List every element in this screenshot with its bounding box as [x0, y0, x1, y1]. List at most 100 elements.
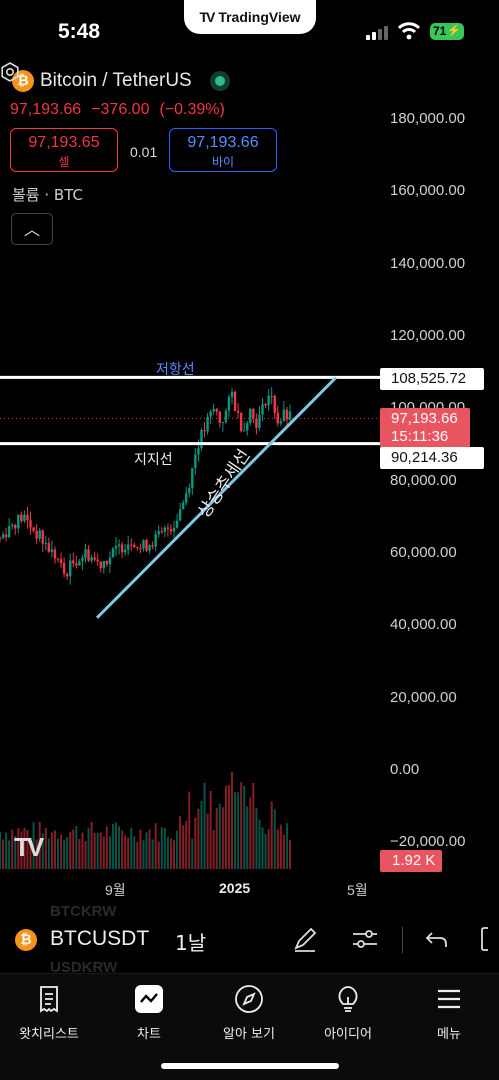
candle-body [133, 544, 136, 548]
undo-icon[interactable] [422, 924, 452, 954]
volume-bar [252, 783, 255, 869]
candle-body [239, 412, 243, 431]
volume-bar [182, 825, 185, 869]
volume-bar [261, 827, 264, 869]
buy-price: 97,193.66 [187, 134, 259, 151]
volume-bar [84, 840, 87, 869]
ghost-symbol-below: USDKRW [50, 959, 118, 976]
chart-settings-icon[interactable] [0, 62, 20, 82]
candle-body [224, 410, 228, 422]
candle-body [203, 430, 206, 432]
candle-body [282, 409, 286, 422]
candle-body [157, 531, 160, 535]
nav-explore[interactable]: 알아 보기 [204, 984, 294, 1042]
candle-body [230, 391, 234, 397]
collapse-button[interactable]: ︿ [11, 213, 53, 245]
candle-body [264, 404, 267, 406]
candle-body [273, 395, 276, 413]
volume-bar [173, 840, 175, 869]
volume-bar [267, 829, 270, 869]
nav-watchlist[interactable]: 왓치리스트 [4, 984, 94, 1042]
interval-selector[interactable]: 1날 [175, 931, 207, 955]
support-price-tag: 90,214.36 [380, 447, 484, 469]
candle-body [148, 545, 151, 551]
volume-bar [99, 832, 102, 869]
candle-body [11, 524, 14, 527]
volume-bar [14, 836, 17, 869]
candle-body [20, 514, 23, 521]
price-chart[interactable] [0, 62, 499, 907]
candle-body [32, 527, 35, 531]
volume-bar [108, 836, 111, 869]
nav-label: 왓치리스트 [19, 1027, 79, 1042]
volume-bar [23, 827, 26, 869]
tradingview-logo-icon: TV [199, 9, 215, 25]
drawing-tool-icon[interactable] [290, 924, 320, 954]
buy-button[interactable]: 97,193.66 바이 [169, 128, 277, 172]
nav-menu[interactable]: 메뉴 [404, 984, 494, 1042]
x-axis-label: 9월 [105, 882, 126, 898]
candle-body [209, 411, 212, 417]
volume-bar [26, 830, 29, 869]
volume-bar [179, 816, 182, 869]
candle-body [252, 408, 255, 419]
volume-bar [285, 823, 288, 869]
symbol-selector[interactable]: BTCUSDT [50, 927, 150, 950]
volume-bar [60, 834, 63, 869]
indicators-icon[interactable] [350, 924, 380, 954]
candle-body [62, 562, 66, 574]
candle-body [81, 557, 84, 562]
candle-body [160, 531, 163, 533]
volume-bar [151, 839, 154, 869]
price-line: 97,193.66 −376.00 (−0.39%) [10, 101, 235, 119]
candle-body [236, 411, 240, 413]
volume-bar [115, 822, 117, 869]
volume-bar [66, 836, 69, 869]
volume-bar [148, 829, 151, 869]
tradingview-brand: TradingView [218, 9, 301, 25]
fullscreen-icon[interactable] [478, 924, 499, 954]
candle-body [194, 454, 197, 468]
price-change-pct: (−0.39%) [159, 101, 225, 118]
sell-button[interactable]: 97,193.65 셀 [10, 128, 118, 172]
volume-bar [41, 833, 44, 869]
candle-body [166, 527, 170, 529]
volume-bar [118, 826, 121, 869]
volume-bar [255, 808, 258, 869]
volume-bar [176, 830, 179, 869]
y-axis-label: 20,000.00 [390, 689, 457, 706]
candle-body [75, 563, 78, 566]
support-annotation[interactable]: 지지선 [134, 452, 173, 468]
y-axis-label: 140,000.00 [390, 255, 466, 272]
tradingview-watermark-icon: TV [14, 832, 44, 862]
volume-bar [133, 836, 136, 869]
volume-bar [90, 821, 93, 869]
volume-bar [57, 838, 59, 869]
candle-body [227, 396, 231, 411]
symbol-header[interactable]: ₿ Bitcoin / TetherUS [12, 70, 230, 92]
volume-bar [78, 839, 81, 869]
volume-bar [197, 808, 200, 869]
nav-label: 알아 보기 [223, 1027, 275, 1042]
candle-body [38, 530, 41, 539]
volume-bar [191, 838, 194, 869]
candle-body [41, 530, 44, 544]
chart-area[interactable]: ₿ Bitcoin / TetherUS 97,193.66 −376.00 (−0… [0, 62, 499, 907]
volume-bar [157, 841, 160, 869]
candle-body [117, 544, 121, 547]
volume-bar [38, 821, 41, 869]
candle-body [56, 558, 60, 560]
candle-body [53, 549, 57, 559]
resistance-annotation[interactable]: 저항선 [156, 362, 195, 378]
candle-body [197, 448, 200, 455]
candle-body [154, 534, 157, 547]
tradingview-pill[interactable]: TV TradingView [184, 0, 316, 34]
nav-chart[interactable]: 차트 [104, 984, 194, 1042]
candle-body [102, 561, 105, 569]
nav-ideas[interactable]: 아이디어 [303, 984, 393, 1042]
volume-bar [8, 840, 11, 869]
candle-body [0, 538, 2, 540]
battery-level: 71 [433, 24, 447, 38]
candle-body [17, 514, 20, 529]
candle-body [136, 547, 139, 549]
